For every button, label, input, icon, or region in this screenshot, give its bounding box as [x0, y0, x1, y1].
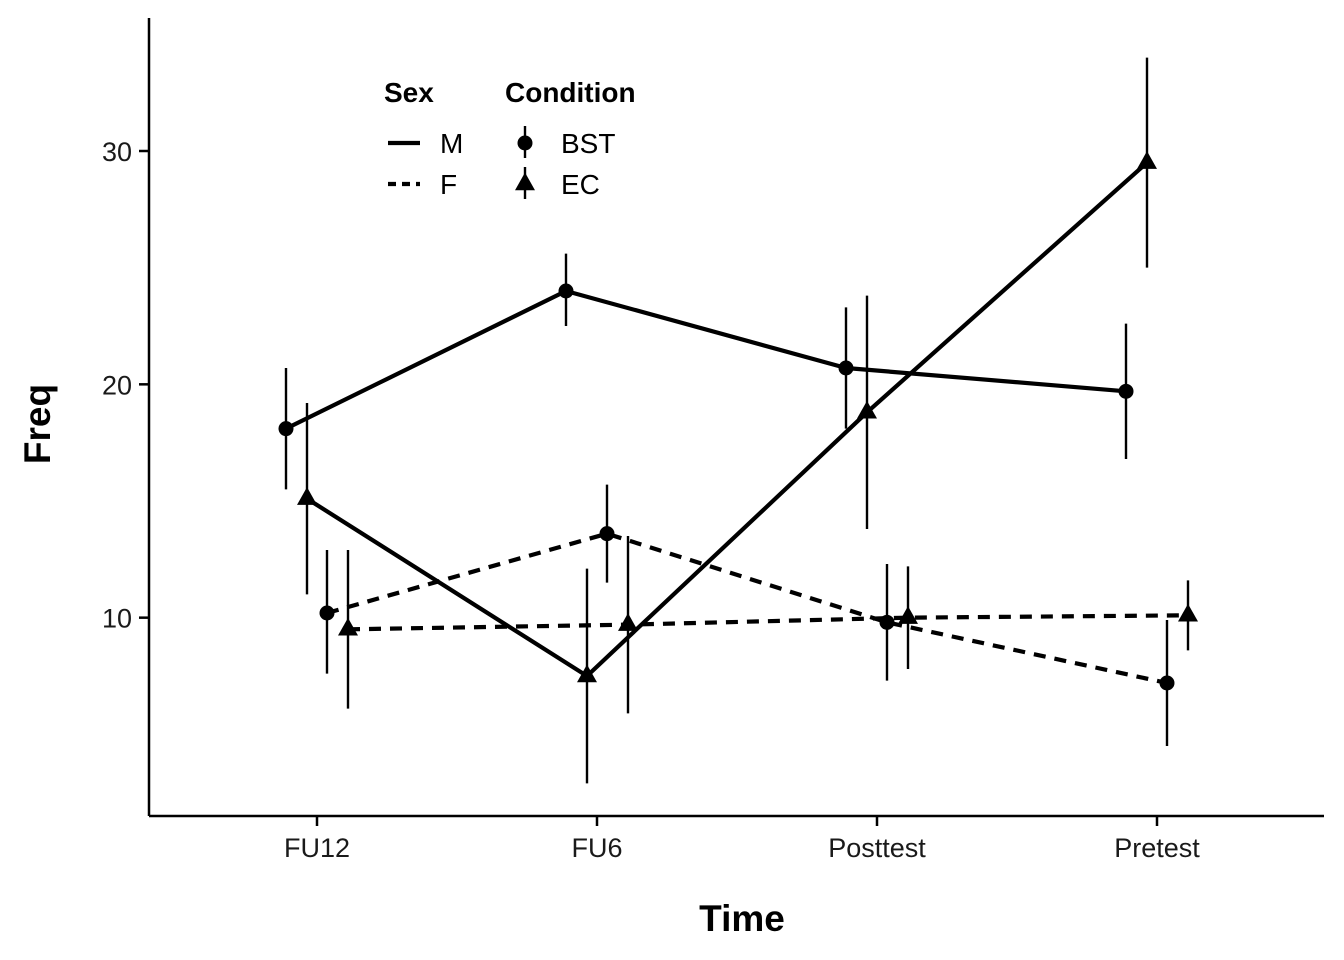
plot-area	[278, 57, 1198, 784]
legend-sex-title: Sex	[384, 77, 434, 108]
x-tick-label-posttest: Posttest	[828, 833, 926, 863]
ticks: 10 20 30 FU12 FU6 Posttest Pretest	[102, 137, 1200, 863]
data-point	[1159, 675, 1175, 691]
data-point	[1118, 383, 1134, 399]
data-point	[599, 526, 615, 542]
data-point	[297, 487, 317, 505]
legend-condition-title: Condition	[505, 77, 636, 108]
series-line	[285, 288, 1127, 431]
data-point	[558, 283, 574, 299]
x-tick-label-fu12: FU12	[284, 833, 350, 863]
legend-key-ec	[515, 172, 535, 191]
y-tick-label: 10	[102, 604, 132, 634]
data-point	[338, 617, 358, 636]
legend-label-ec: EC	[561, 169, 600, 200]
series-line	[326, 531, 1168, 686]
y-axis-title: Freq	[17, 384, 58, 464]
x-tick-label-fu6: FU6	[571, 833, 622, 863]
y-tick-label: 20	[102, 370, 132, 400]
data-point	[278, 421, 294, 437]
data-point	[577, 664, 597, 683]
data-point	[838, 360, 854, 376]
legend: Sex Condition MF BST EC	[384, 77, 636, 200]
series-m-bst	[278, 253, 1134, 490]
series-line	[305, 161, 1149, 679]
data-point	[1178, 603, 1198, 622]
data-point	[1137, 151, 1157, 169]
legend-label-f: F	[440, 169, 457, 200]
x-tick-label-pretest: Pretest	[1114, 833, 1200, 863]
series-f-ec	[338, 536, 1198, 714]
series-m-ec	[297, 57, 1157, 784]
legend-key-bst	[517, 135, 533, 151]
legend-label-bst: BST	[561, 128, 615, 159]
y-tick-label: 30	[102, 137, 132, 167]
data-point	[618, 613, 638, 631]
data-point	[898, 606, 918, 624]
data-point	[319, 605, 335, 621]
x-axis-title: Time	[699, 898, 785, 939]
legend-items: MF BST EC	[388, 126, 615, 200]
legend-label-m: M	[440, 128, 463, 159]
series-line	[347, 613, 1189, 632]
data-point	[857, 400, 877, 419]
